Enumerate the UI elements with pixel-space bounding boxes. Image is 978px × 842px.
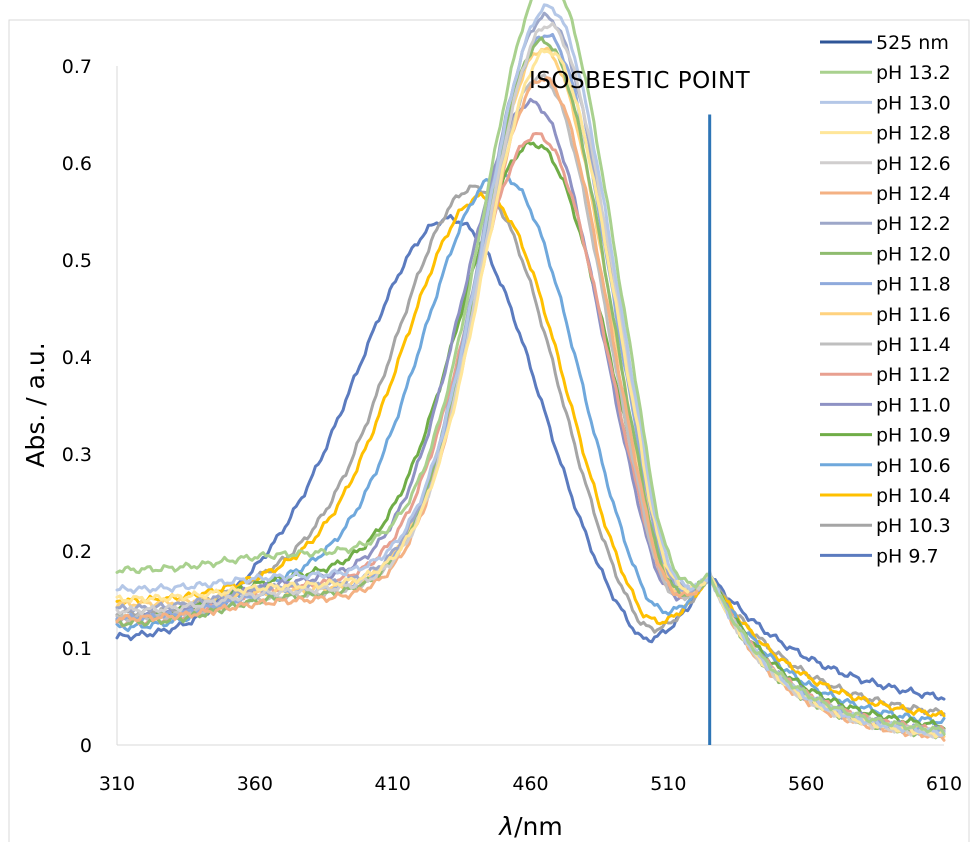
legend: 525 nm pH 13.2 pH 13.0 pH 12.8 pH 12.6 pH 12.…: [820, 32, 951, 567]
x-tick-label: 310: [99, 773, 135, 795]
series-line-ph-12.8: [115, 48, 946, 739]
legend-label: pH 13.2: [876, 62, 951, 84]
series-line-ph-13.2: [115, 0, 946, 736]
legend-label: pH 10.4: [876, 485, 951, 507]
series-line-ph-9.7: [115, 214, 946, 701]
series-line-ph-13.0: [115, 3, 946, 738]
x-axis-unit: /nm: [514, 812, 563, 841]
x-tick-label: 510: [650, 773, 686, 795]
legend-label: pH 11.4: [876, 334, 951, 356]
y-tick-label: 0.1: [62, 638, 92, 660]
legend-label: pH 12.4: [876, 183, 951, 205]
x-tick-label: 410: [375, 773, 411, 795]
legend-label: pH 10.9: [876, 425, 951, 447]
legend-label: pH 11.8: [876, 274, 951, 296]
legend-label: pH 9.7: [876, 545, 939, 567]
x-tick-label: 560: [788, 773, 824, 795]
legend-label: pH 11.2: [876, 364, 951, 386]
legend-label: pH 12.8: [876, 123, 951, 145]
y-tick-label: 0.5: [62, 250, 92, 272]
legend-label: pH 12.0: [876, 243, 951, 265]
x-tick-label: 360: [237, 773, 273, 795]
y-tick-label: 0.3: [62, 444, 92, 466]
y-tick-label: 0.2: [62, 541, 92, 563]
legend-label: pH 11.0: [876, 394, 951, 416]
series-line-ph-12.4: [115, 76, 946, 742]
x-axis-variable: λ: [497, 812, 514, 841]
x-tick-label: 460: [512, 773, 548, 795]
y-tick-labels: 0 0.1 0.2 0.3 0.4 0.5 0.6 0.7: [62, 56, 92, 757]
y-axis-title: Abs. / a.u.: [21, 342, 50, 467]
isosbestic-annotation: ISOSBESTIC POINT: [529, 68, 751, 94]
y-tick-label: 0.7: [62, 56, 92, 78]
x-axis-title: λ/nm: [497, 812, 562, 841]
chart-border: [8, 19, 970, 842]
legend-label: pH 12.6: [876, 153, 951, 175]
y-tick-label: 0: [80, 735, 92, 757]
series-layer: [115, 0, 946, 742]
y-tick-label: 0.6: [62, 153, 92, 175]
legend-label: pH 10.3: [876, 515, 951, 537]
legend-label: pH 12.2: [876, 213, 951, 235]
legend-label: pH 10.6: [876, 455, 951, 477]
legend-label: 525 nm: [876, 32, 949, 54]
legend-label: pH 11.6: [876, 304, 951, 326]
legend-label: pH 13.0: [876, 92, 951, 114]
x-tick-labels: 310 360 410 460 510 560 610: [99, 773, 962, 795]
y-tick-label: 0.4: [62, 347, 92, 369]
x-tick-label: 610: [926, 773, 962, 795]
